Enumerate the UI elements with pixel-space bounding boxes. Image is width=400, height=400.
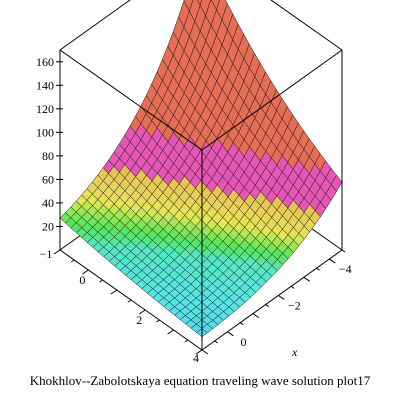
x-axis-label: x <box>291 345 298 359</box>
x-tick-label: −4 <box>339 262 352 276</box>
y-tick-label: −1 <box>40 247 53 261</box>
y-tick-mark <box>110 289 118 295</box>
y-tick-mark <box>138 309 146 315</box>
surface-plot: 20 40 60 80 100 120 140 160 −1 0 2 4 −4 −2 0 x <box>36 0 352 365</box>
x-tick-mark <box>227 331 234 337</box>
x-tick-label: −2 <box>288 298 301 312</box>
z-tick-label: 80 <box>42 149 54 163</box>
x-tick-label: 0 <box>240 335 246 349</box>
y-tick-mark <box>99 279 103 283</box>
y-tick-mark <box>156 319 160 323</box>
z-tick-label: 60 <box>42 172 54 186</box>
y-tick-mark <box>70 259 75 263</box>
chart-title: Khokhlov--Zabolotskaya equation travelin… <box>29 373 371 388</box>
y-tick-mark <box>167 329 174 335</box>
x-tick-mark <box>239 322 244 326</box>
x-tick-mark <box>265 304 269 307</box>
y-tick-mark <box>82 269 89 275</box>
x-tick-mark <box>316 267 320 271</box>
box-edge <box>201 249 343 351</box>
z-tick-label: 40 <box>42 196 54 210</box>
x-tick-mark <box>252 313 260 319</box>
y-tick-mark <box>184 339 189 343</box>
surface-mesh <box>59 0 343 338</box>
x-tick-mark <box>328 258 336 264</box>
x-tick-mark <box>201 349 209 355</box>
z-tick-label: 100 <box>36 125 54 139</box>
axis-ticks: 20 40 60 80 100 120 140 160 −1 0 2 4 −4 −2 0 <box>36 55 352 365</box>
x-tick-mark <box>303 276 311 282</box>
box-edge <box>201 49 343 151</box>
x-tick-mark <box>290 285 295 289</box>
y-tick-mark <box>127 299 132 303</box>
y-tick-label: 4 <box>193 351 199 365</box>
x-tick-mark <box>214 340 219 344</box>
z-tick-label: 20 <box>42 219 54 233</box>
y-tick-label: 2 <box>136 313 142 327</box>
box-edge <box>59 49 203 151</box>
y-tick-label: 0 <box>79 273 85 287</box>
z-tick-label: 160 <box>36 55 54 69</box>
x-tick-mark <box>341 249 346 253</box>
x-tick-mark <box>278 295 285 300</box>
y-tick-mark <box>195 349 203 355</box>
box-edge <box>270 0 343 51</box>
z-tick-label: 120 <box>36 102 54 116</box>
y-tick-mark <box>53 249 61 255</box>
box-edge <box>59 0 131 51</box>
z-tick-label: 140 <box>36 78 54 92</box>
bounding-box-front <box>59 49 343 351</box>
